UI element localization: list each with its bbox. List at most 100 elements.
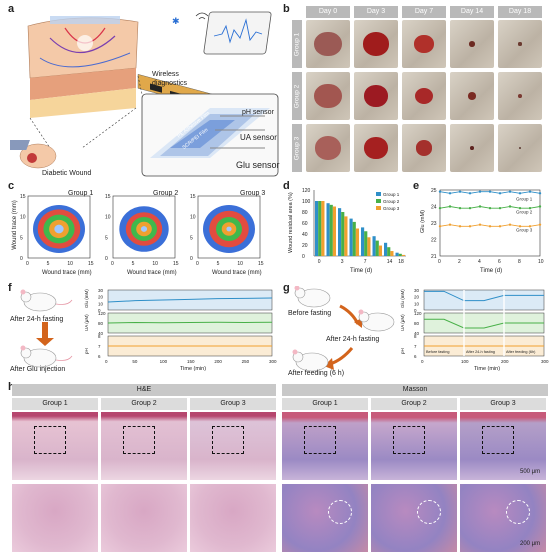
e-point — [508, 223, 512, 226]
d-xtick: 14 — [387, 259, 393, 265]
scalebar-label-overview: 500 μm — [520, 469, 541, 475]
wound-area — [314, 31, 342, 57]
sensor-ytick: 120 — [414, 311, 422, 316]
panel-letter-h: h — [8, 381, 15, 393]
wound-photo — [498, 72, 542, 120]
wound-photo — [306, 72, 350, 120]
sensor-ytick: 20 — [414, 295, 420, 300]
sensor-xtick: 150 — [187, 359, 195, 364]
sensor-ytick: 30 — [98, 288, 104, 293]
d-ytick: 40 — [302, 232, 308, 238]
trace-ytick: 10 — [190, 215, 196, 221]
wound-sensor-schematic: ✱ — [0, 11, 279, 177]
trace-ytick: 10 — [20, 215, 26, 221]
trace-ytick: 15 — [20, 194, 26, 200]
histology-zoom-image — [460, 484, 546, 552]
zoom-region-box — [34, 426, 66, 454]
e-point — [538, 192, 542, 195]
d-ytick: 0 — [302, 254, 305, 260]
phase-label: Before fasting — [426, 350, 449, 354]
d-ytick: 20 — [302, 243, 308, 249]
e-point — [528, 190, 532, 193]
d-bar — [361, 227, 365, 256]
sensor-ytick: 30 — [414, 288, 420, 293]
sensor-ytick: 10 — [98, 301, 104, 306]
trace-xtick: 5 — [217, 261, 220, 267]
sensor-ytick: 8 — [98, 334, 101, 339]
e-point — [438, 225, 442, 228]
mouse-icon — [294, 286, 331, 308]
phase-label: After feeding (6h) — [506, 350, 536, 354]
histology-overview-image — [371, 412, 457, 480]
day-header-4: Day 18 — [498, 6, 542, 18]
d-bar — [398, 253, 402, 256]
trace-ytick: 15 — [190, 194, 196, 200]
d-bar — [390, 251, 394, 256]
wound-area — [363, 85, 389, 107]
histology-zoom-image — [101, 484, 187, 552]
e-ytick: 21 — [431, 254, 437, 260]
e-point — [488, 190, 492, 193]
d-bar — [352, 221, 356, 256]
panel-letter-b: b — [283, 3, 290, 15]
sensor-xtick: 0 — [105, 359, 108, 364]
ua-sensor-label: UA sensor — [240, 133, 277, 142]
d-ylabel: Wound residual area (%) — [288, 192, 294, 253]
mouse-icon — [20, 289, 73, 312]
d-bar — [315, 201, 319, 256]
e-xtick: 0 — [438, 259, 441, 265]
wound-area — [517, 94, 523, 98]
sensor-ylabel: pH — [84, 348, 89, 354]
d-bar — [349, 218, 353, 256]
sensor-ytick: 7 — [98, 344, 101, 349]
e-xtick: 8 — [518, 259, 521, 265]
day-header-1: Day 3 — [354, 6, 398, 18]
e-series-label: Group 3 — [516, 228, 533, 233]
d-bar — [367, 237, 371, 256]
sensor-ytick: 20 — [98, 295, 104, 300]
trace-title-1: Group 1 — [68, 190, 94, 197]
wound-area — [415, 140, 433, 156]
wound-photo — [306, 124, 350, 172]
wound-area — [314, 83, 342, 109]
panel-letter-d: d — [283, 180, 290, 192]
sensor-ylabel: pH — [400, 348, 405, 354]
wound-photo — [306, 20, 350, 68]
e-point — [528, 225, 532, 228]
trace-ytick: 5 — [20, 235, 23, 241]
e-point — [438, 206, 442, 210]
stain-header-masson: Masson — [282, 384, 548, 396]
e-point — [458, 225, 462, 228]
trace-ytick: 5 — [190, 235, 193, 241]
glu-sensor-label: Glu sensor — [236, 160, 280, 170]
trace-ytick: 5 — [105, 235, 108, 241]
d-bar — [387, 247, 391, 256]
sensor-xtick: 200 — [214, 359, 222, 364]
scalebar-label-zoom: 200 μm — [520, 541, 541, 547]
trace-xlabel-1: Wound trace (mm) — [42, 270, 92, 276]
histology-overview-image — [282, 412, 368, 480]
e-point — [508, 190, 512, 193]
sensor-ytick: 0 — [98, 308, 101, 313]
sensor-xtick: 50 — [132, 359, 138, 364]
day-header-2: Day 7 — [402, 6, 446, 18]
sensor-line — [107, 297, 273, 303]
panel-letter-e: e — [413, 180, 420, 192]
wound-photo — [450, 124, 494, 172]
svg-text:✱: ✱ — [172, 16, 180, 26]
mouse-icon — [358, 309, 395, 332]
d-legend-label: Group 3 — [383, 206, 400, 211]
panel-letter-g: g — [283, 282, 290, 294]
panel-g-fasting-feeding: Before fasting After 24-h fasting After … — [286, 286, 550, 378]
trace-xtick: 0 — [111, 261, 114, 267]
trace-ytick: 0 — [190, 256, 193, 262]
histology-group-header: Group 2 — [101, 398, 187, 410]
sensor-ytick: 7 — [414, 344, 417, 349]
histology-group-header: Group 3 — [460, 398, 546, 410]
wound-area — [314, 136, 342, 160]
e-frame — [439, 189, 541, 257]
d-bar — [364, 231, 368, 256]
e-point — [478, 223, 482, 226]
trace-xtick: 10 — [67, 261, 73, 267]
